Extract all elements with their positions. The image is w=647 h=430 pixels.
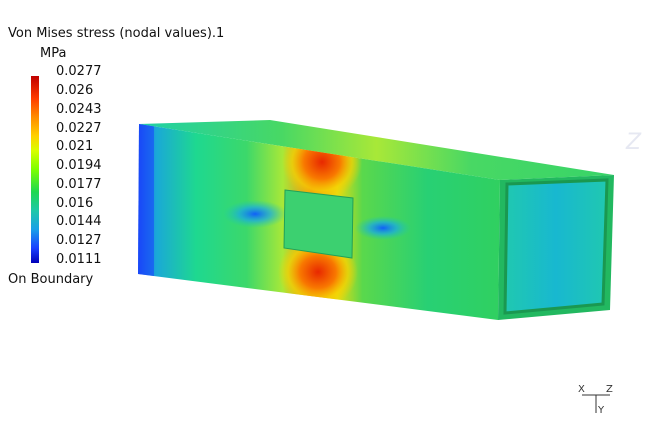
legend-tick: 0.0127 bbox=[56, 233, 102, 248]
legend-tick: 0.0277 bbox=[56, 64, 102, 79]
low-stress-zone bbox=[223, 200, 287, 228]
axis-x-label: X bbox=[578, 384, 585, 395]
axis-y-label: Y bbox=[597, 405, 605, 416]
rectangular-cutout bbox=[283, 189, 354, 259]
legend-tick: 0.0243 bbox=[56, 102, 102, 117]
legend-tick: 0.016 bbox=[56, 196, 94, 211]
legend-tick: 0.0177 bbox=[56, 177, 102, 192]
legend-footer: On Boundary bbox=[8, 272, 94, 287]
legend-title: Von Mises stress (nodal values).1 bbox=[8, 26, 225, 41]
legend-unit: MPa bbox=[40, 46, 67, 61]
legend-tick: 0.0144 bbox=[56, 214, 102, 229]
legend-tick: 0.026 bbox=[56, 83, 94, 98]
background-watermark: Z bbox=[626, 130, 642, 155]
legend-tick: 0.0194 bbox=[56, 158, 102, 173]
legend-tick: 0.021 bbox=[56, 139, 94, 154]
color-scale-bar bbox=[31, 76, 39, 263]
axis-triad[interactable]: X Z Y bbox=[574, 383, 614, 423]
legend-tick: 0.0111 bbox=[56, 252, 102, 267]
axis-z-label: Z bbox=[606, 384, 613, 395]
legend-tick: 0.0227 bbox=[56, 121, 102, 136]
beam-top-face bbox=[139, 120, 614, 180]
beam-end-inner bbox=[505, 180, 607, 313]
low-stress-zone bbox=[355, 216, 411, 240]
low-stress-edge bbox=[138, 124, 154, 280]
